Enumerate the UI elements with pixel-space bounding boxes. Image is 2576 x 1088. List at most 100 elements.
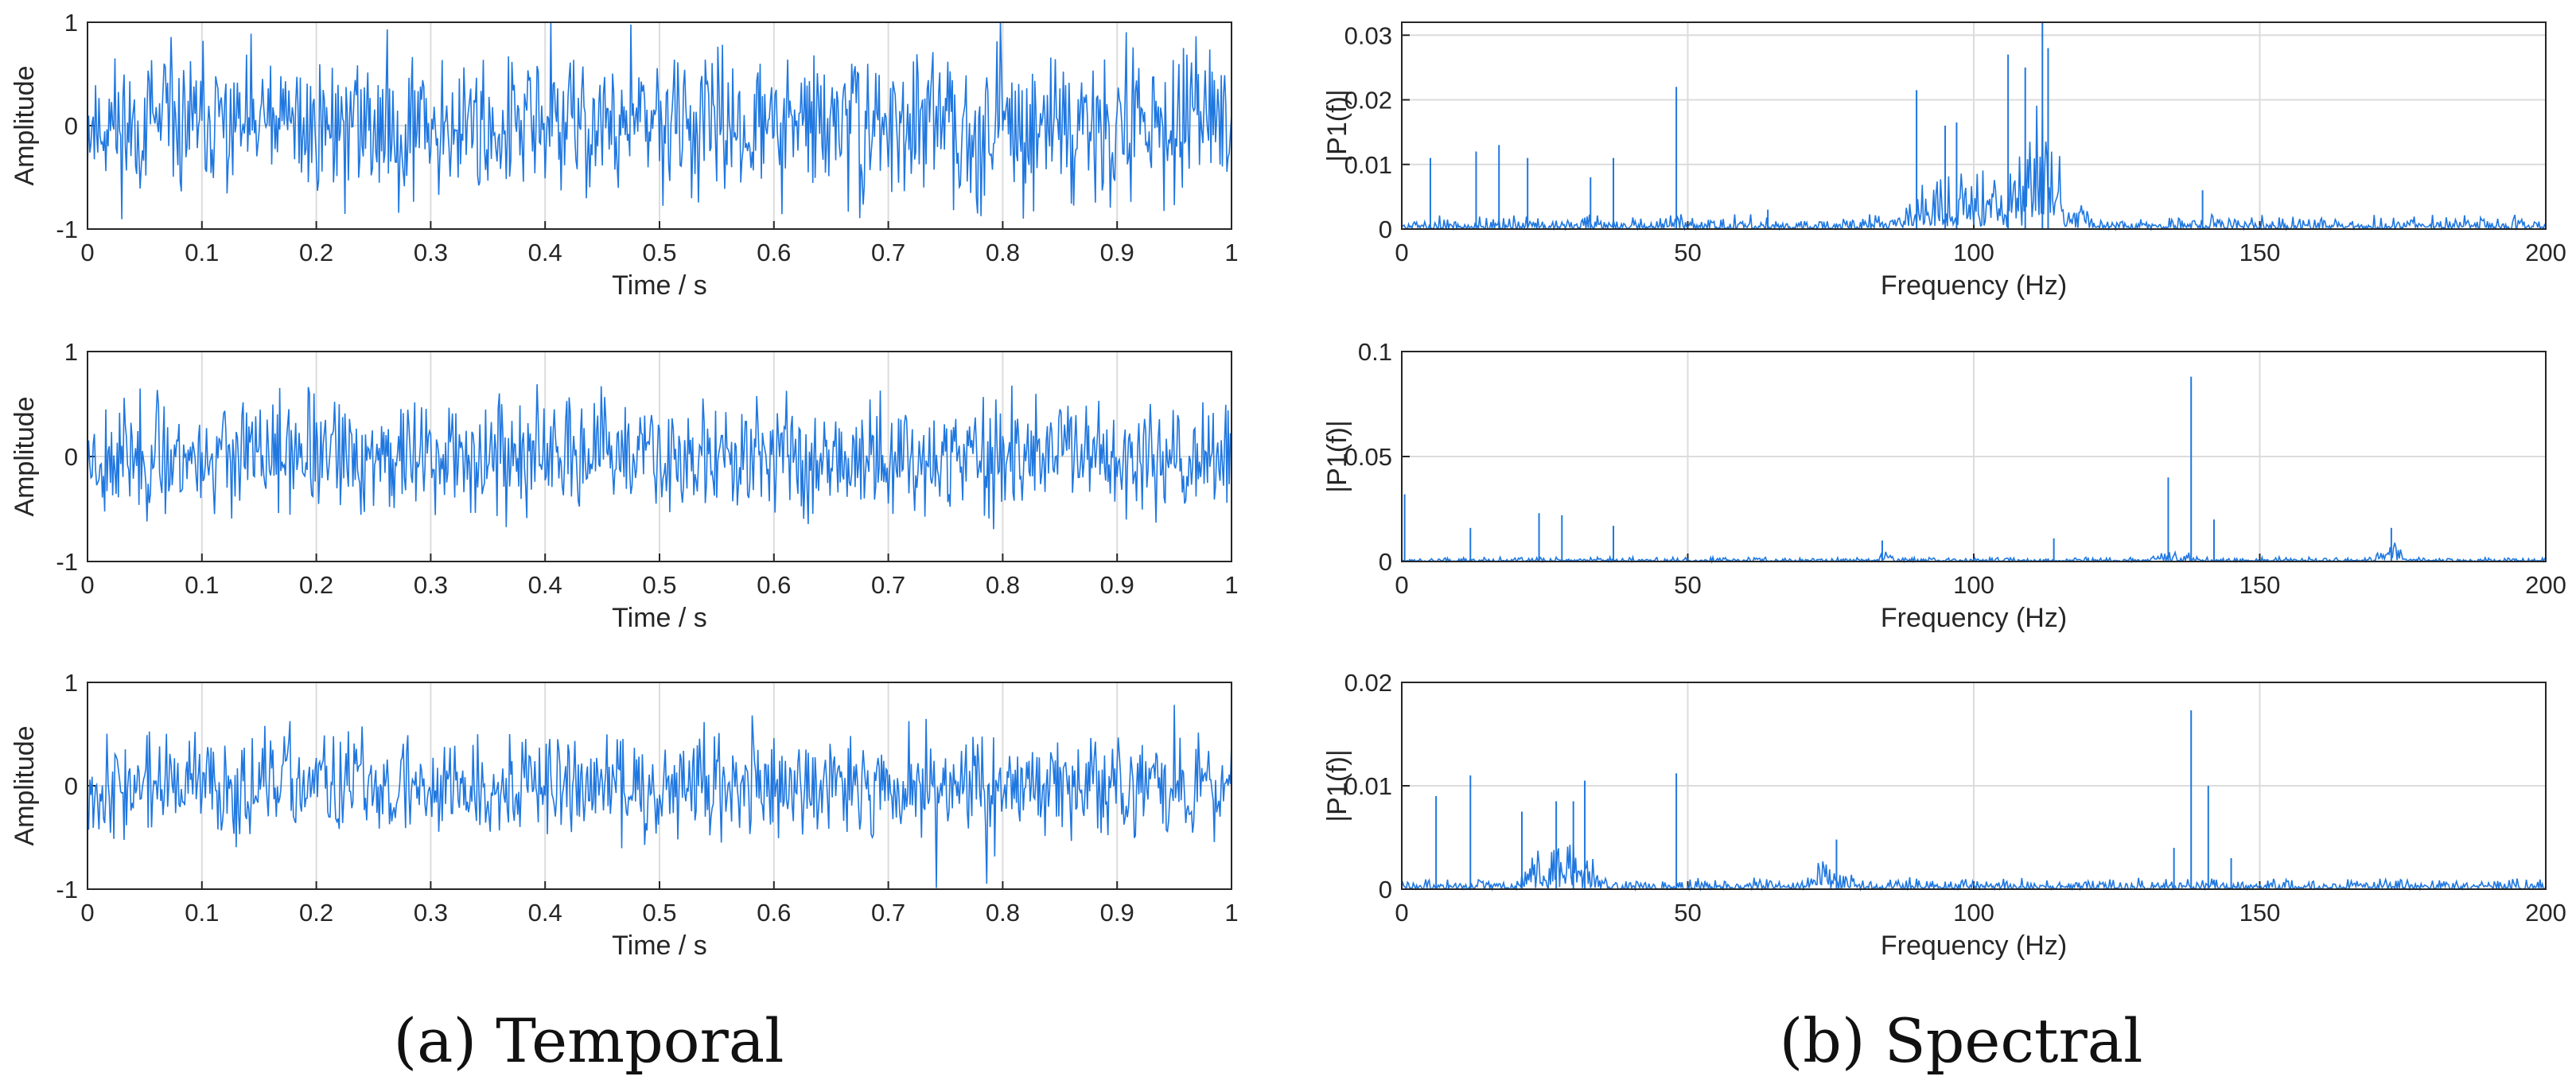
x-tick-label: 0.9 xyxy=(1100,571,1134,599)
y-tick-label: 1 xyxy=(64,9,78,37)
x-tick-label: 0.3 xyxy=(414,571,448,599)
x-tick-label: 50 xyxy=(1674,571,1701,599)
signal-line xyxy=(87,21,1232,220)
y-tick-label: 0.03 xyxy=(1344,21,1392,49)
x-tick-label: 0 xyxy=(80,899,94,927)
x-tick-label: 150 xyxy=(2239,239,2281,266)
x-tick-label: 0.6 xyxy=(757,899,791,927)
panel-spectral-3: 0 50 100 150 200 0 0.01 0.02 Frequency (Hz) |P1(f… xyxy=(1322,669,2566,961)
x-tick-label: 1 xyxy=(1224,571,1238,599)
x-axis-label: Time / s xyxy=(612,931,707,961)
spectrum-line xyxy=(1401,844,2547,892)
axes-frame xyxy=(1401,351,2547,562)
y-tick-label: 0.01 xyxy=(1344,772,1392,800)
y-tick-label: 0 xyxy=(1379,216,1392,243)
x-tick-label: 0.5 xyxy=(642,899,676,927)
y-tick-label: 0.02 xyxy=(1344,87,1392,115)
x-tick-label: 0.1 xyxy=(185,571,219,599)
y-tick-label: -1 xyxy=(56,216,78,243)
x-tick-label: 0.1 xyxy=(185,899,219,927)
y-axis-label: Amplitude xyxy=(10,396,40,516)
x-tick-label: 100 xyxy=(1953,571,1994,599)
axes-frame xyxy=(1401,21,2547,230)
x-tick-label: 0.1 xyxy=(185,239,219,266)
x-axis-label: Time / s xyxy=(612,270,707,301)
y-tick-label: 0 xyxy=(64,443,78,471)
x-tick-label: 0 xyxy=(80,571,94,599)
x-axis-label: Time / s xyxy=(612,603,707,633)
x-tick-label: 0.3 xyxy=(414,239,448,266)
x-tick-label: 150 xyxy=(2239,571,2281,599)
x-tick-label: 0.6 xyxy=(757,239,791,266)
x-tick-label: 0.7 xyxy=(871,239,905,266)
x-tick-label: 1 xyxy=(1224,239,1238,266)
x-tick-label: 0.8 xyxy=(986,899,1020,927)
y-tick-label: -1 xyxy=(56,548,78,576)
y-tick-label: 0 xyxy=(1379,876,1392,903)
x-tick-label: 0.2 xyxy=(299,571,333,599)
x-tick-label: 0.9 xyxy=(1100,239,1134,266)
x-tick-label: 50 xyxy=(1674,899,1701,927)
spectrum-line xyxy=(1401,105,2547,232)
y-tick-label: 0 xyxy=(1379,548,1392,576)
x-tick-label: 0.4 xyxy=(528,899,562,927)
x-tick-label: 1 xyxy=(1224,899,1238,927)
x-tick-label: 0 xyxy=(1395,899,1408,927)
y-tick-label: 0 xyxy=(64,112,78,140)
x-tick-label: 150 xyxy=(2239,899,2281,927)
x-tick-label: 0.2 xyxy=(299,239,333,266)
y-axis-label: |P1(f)| xyxy=(1322,89,1352,161)
y-tick-label: 0.02 xyxy=(1344,669,1392,697)
caption-temporal: (a) Temporal xyxy=(394,1005,784,1076)
axes-frame xyxy=(87,21,1232,230)
x-tick-label: 0.5 xyxy=(642,571,676,599)
axes-frame xyxy=(1401,682,2547,890)
y-tick-label: 1 xyxy=(64,669,78,697)
x-tick-label: 100 xyxy=(1953,899,1994,927)
x-tick-label: 0.9 xyxy=(1100,899,1134,927)
x-tick-label: 0.5 xyxy=(642,239,676,266)
x-tick-label: 0.8 xyxy=(986,239,1020,266)
y-axis-label: Amplitude xyxy=(10,725,40,845)
x-tick-label: 0.7 xyxy=(871,899,905,927)
x-tick-label: 0.2 xyxy=(299,899,333,927)
x-axis-label: Frequency (Hz) xyxy=(1881,603,2067,633)
axes-frame xyxy=(87,351,1232,562)
x-tick-label: 0 xyxy=(80,239,94,266)
x-axis-label: Frequency (Hz) xyxy=(1881,270,2067,301)
axes-frame xyxy=(87,682,1232,890)
y-axis-label: Amplitude xyxy=(10,65,40,185)
x-tick-label: 0 xyxy=(1395,239,1408,266)
x-tick-label: 200 xyxy=(2525,239,2566,266)
y-axis-label: |P1(f)| xyxy=(1322,420,1352,492)
x-tick-label: 0.4 xyxy=(528,571,562,599)
x-axis-label: Frequency (Hz) xyxy=(1881,931,2067,961)
panel-spectral-2: 0 50 100 150 200 0 0.05 0.1 Frequency (Hz) |P1(f)… xyxy=(1322,338,2566,633)
x-tick-label: 100 xyxy=(1953,239,1994,266)
y-tick-label: 0.1 xyxy=(1358,338,1392,366)
x-tick-label: 0 xyxy=(1395,571,1408,599)
x-tick-label: 0.3 xyxy=(414,899,448,927)
caption-spectral: (b) Spectral xyxy=(1780,1005,2143,1076)
y-tick-label: -1 xyxy=(56,876,78,903)
x-tick-label: 0.8 xyxy=(986,571,1020,599)
y-tick-label: 0.01 xyxy=(1344,151,1392,179)
panel-spectral-1: 0 50 100 150 200 0 0.01 0.02 0.03 Frequency (Hz) |… xyxy=(1322,21,2566,301)
y-tick-label: 0.05 xyxy=(1344,443,1392,471)
x-tick-label: 0.7 xyxy=(871,571,905,599)
x-tick-label: 50 xyxy=(1674,239,1701,266)
y-tick-label: 1 xyxy=(64,338,78,366)
signal-line xyxy=(87,705,1232,888)
signal-line xyxy=(87,384,1232,530)
y-axis-label: |P1(f)| xyxy=(1322,749,1352,822)
x-tick-label: 200 xyxy=(2525,899,2566,927)
x-tick-label: 0.6 xyxy=(757,571,791,599)
x-tick-label: 200 xyxy=(2525,571,2566,599)
x-tick-label: 0.4 xyxy=(528,239,562,266)
y-tick-label: 0 xyxy=(64,772,78,800)
